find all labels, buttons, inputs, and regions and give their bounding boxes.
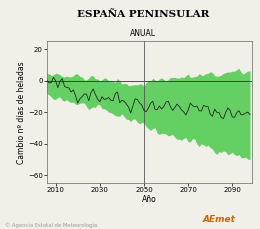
X-axis label: Año: Año bbox=[142, 195, 157, 204]
Text: © Agencia Estatal de Meteorología: © Agencia Estatal de Meteorología bbox=[5, 222, 97, 228]
Text: ANUAL: ANUAL bbox=[130, 29, 156, 38]
Y-axis label: Cambio nº días de heladas: Cambio nº días de heladas bbox=[17, 61, 26, 164]
Text: ESPAÑA PENINSULAR: ESPAÑA PENINSULAR bbox=[77, 10, 209, 19]
Text: AEmet: AEmet bbox=[203, 215, 236, 224]
